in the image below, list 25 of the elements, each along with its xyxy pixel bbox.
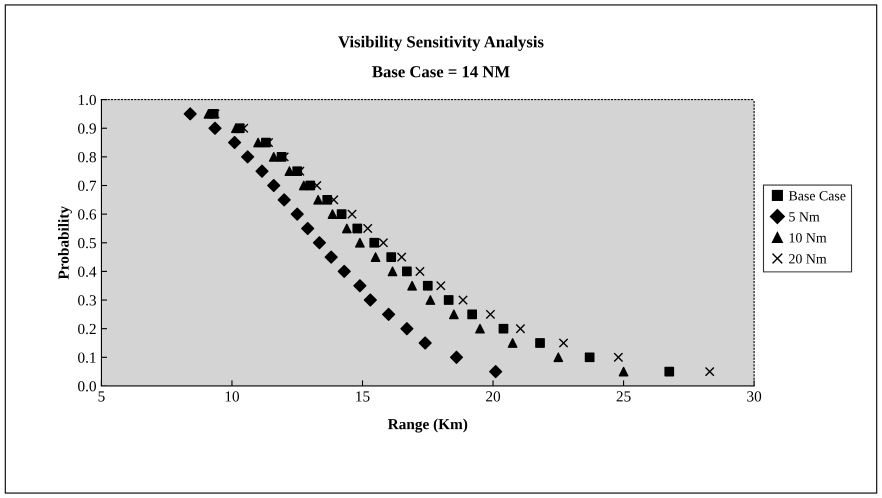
legend-label: 5 Nm <box>789 212 820 222</box>
y-tick-label: 0.6 <box>78 209 96 220</box>
y-tick-label: 0.1 <box>78 352 96 363</box>
y-tick-label: 0.8 <box>78 152 96 162</box>
y-tick-label: 0.4 <box>78 266 96 277</box>
y-tick-label: 0.7 <box>78 180 96 192</box>
y-tick-label: 0.3 <box>78 295 96 306</box>
x-tick-label: 30 <box>747 391 762 402</box>
y-tick-label: 1.0 <box>78 94 96 106</box>
legend-label: 20 Nm <box>789 254 826 264</box>
chart-subtitle: Base Case = 14 NM <box>372 66 510 78</box>
x-tick-label: 10 <box>226 391 240 402</box>
y-tick-label: 0.2 <box>78 324 96 334</box>
x-tick-label: 5 <box>98 391 105 402</box>
legend-label: Base Case <box>788 191 846 200</box>
y-tick-label: 0.5 <box>78 238 96 248</box>
y-tick-label: 0.9 <box>78 123 96 134</box>
x-tick-label: 20 <box>486 391 500 402</box>
chart-title: Visibility Sensitivity Analysis <box>338 36 544 51</box>
y-tick-label: 0.0 <box>78 381 96 392</box>
x-axis-title: Range (Km) <box>388 418 468 433</box>
x-tick-label: 15 <box>356 391 370 402</box>
legend-label: 10 Nm <box>790 233 826 242</box>
x-tick-label: 25 <box>616 391 631 402</box>
y-axis-title: Probability <box>58 206 72 280</box>
